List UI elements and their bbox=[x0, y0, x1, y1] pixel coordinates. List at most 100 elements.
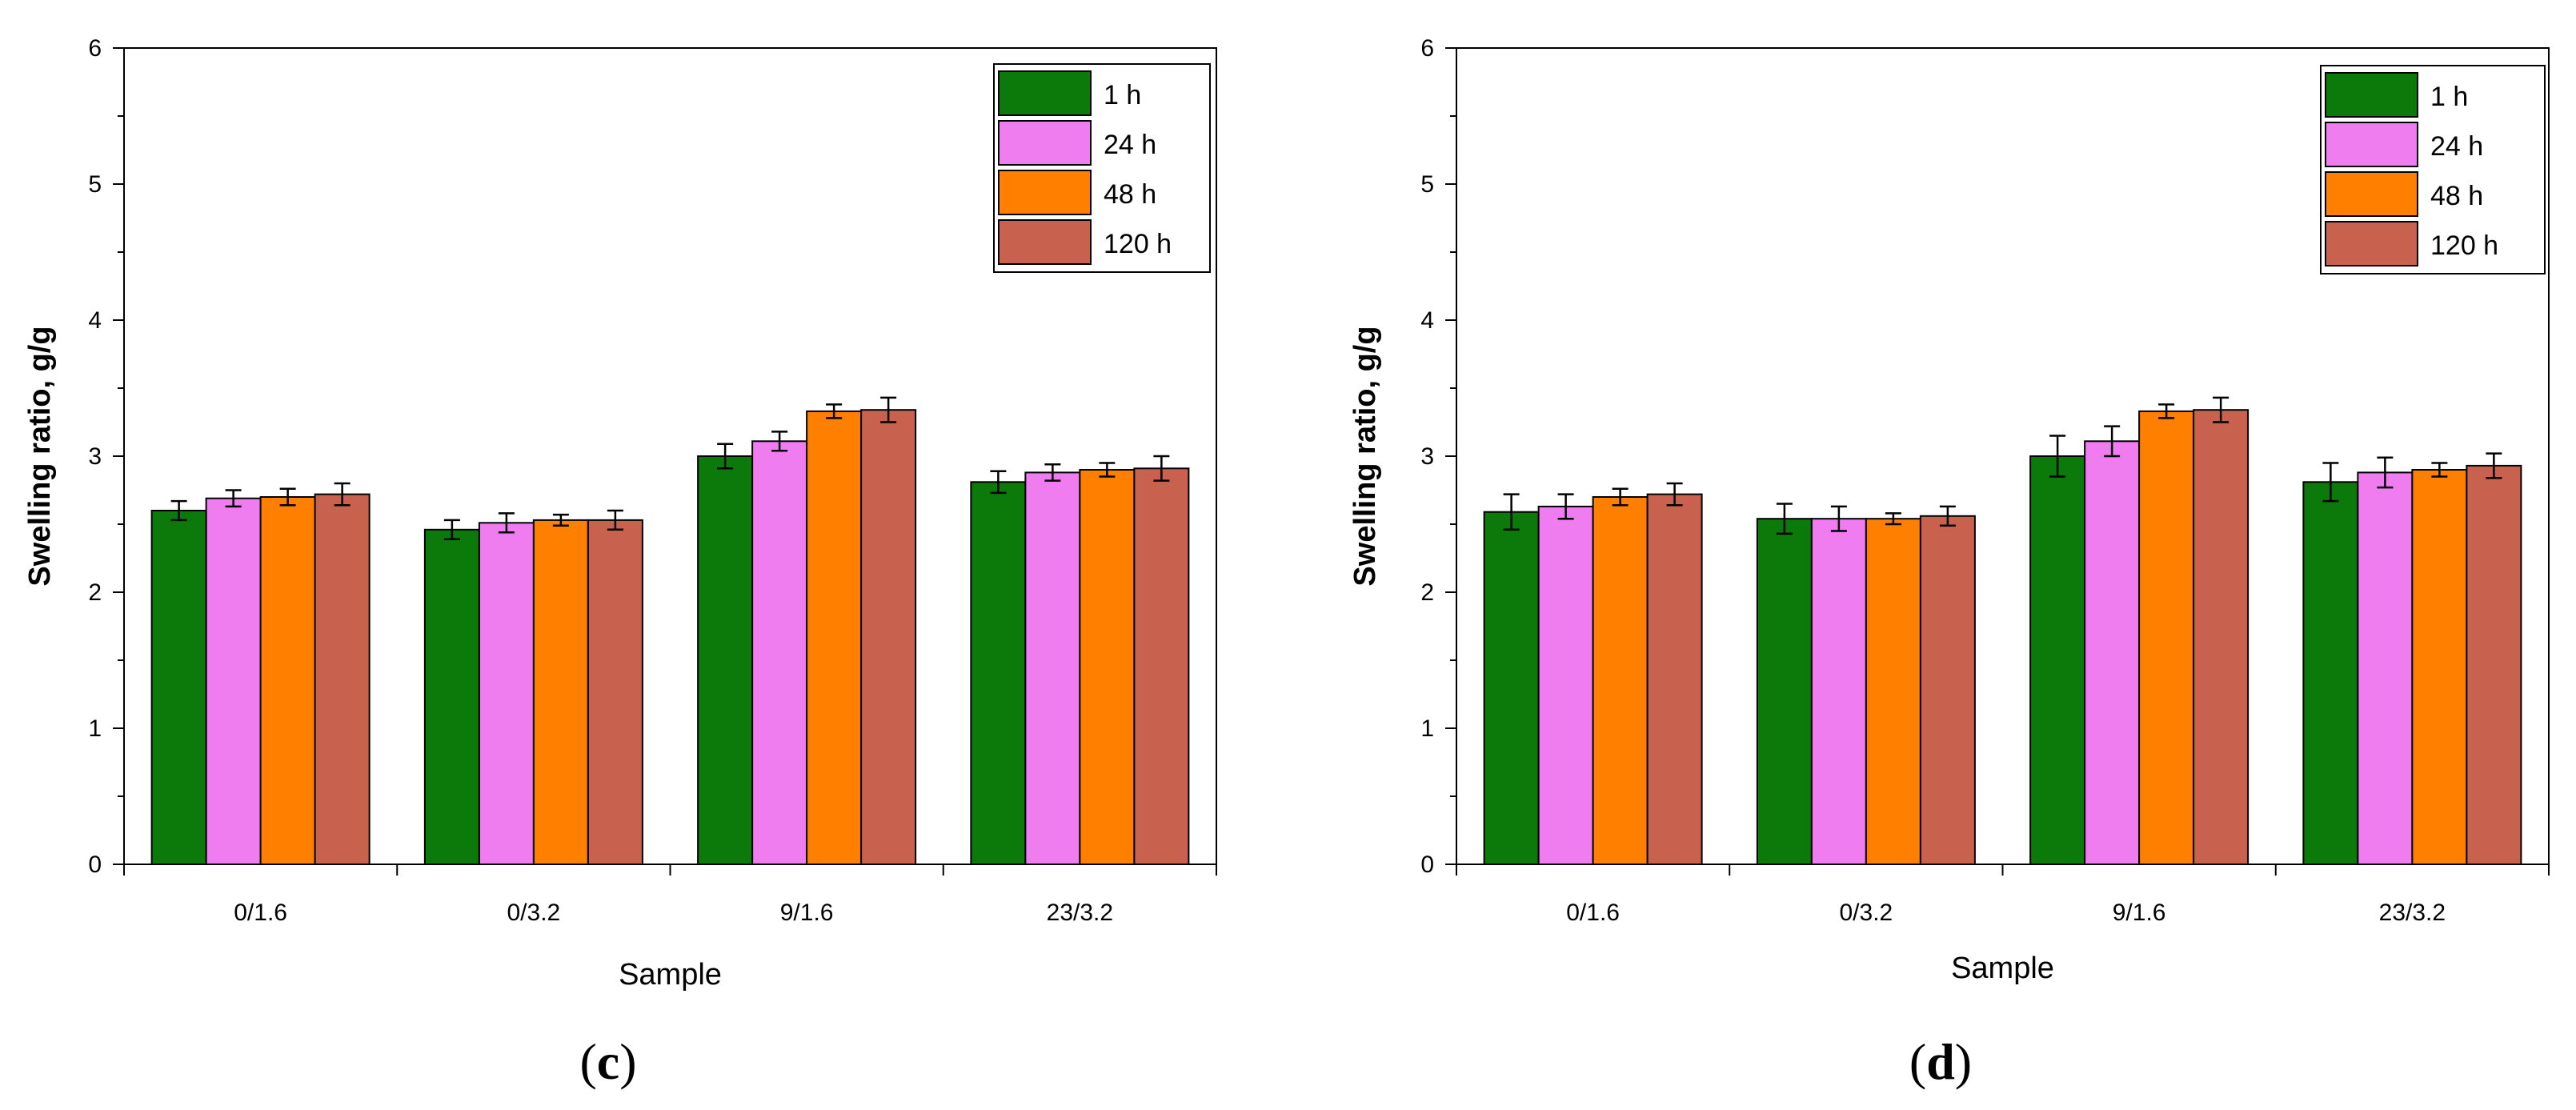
bar-9/1.6-24h bbox=[2084, 440, 2141, 865]
legend-swatch-48h bbox=[998, 170, 1092, 215]
legend-label: 48 h bbox=[1104, 179, 1156, 210]
error-bar-9/1.6-48h bbox=[826, 403, 843, 419]
y-tick-label: 6 bbox=[1420, 35, 1434, 62]
error-bar-0/3.2-120h bbox=[607, 509, 623, 531]
y-axis: 0 1 2 3 4 5 6 bbox=[88, 35, 124, 878]
error-bar-23/3.2-120h bbox=[2486, 452, 2502, 479]
legend-swatch-48h bbox=[2325, 171, 2418, 217]
y-axis-title: Swelling ratio, g/g bbox=[1348, 326, 1382, 586]
error-bar-23/3.2-48h bbox=[1099, 462, 1116, 478]
error-bar-23/3.2-48h bbox=[2431, 462, 2448, 478]
error-bar-0/1.6-120h bbox=[1666, 482, 1683, 507]
error-bar-0/3.2-48h bbox=[1885, 512, 1901, 526]
y-tick-label: 4 bbox=[88, 307, 102, 334]
x-axis: 0/1.6 0/3.2 9/1.6 23/3.2 bbox=[123, 864, 1217, 926]
y-axis-title: Swelling ratio, g/g bbox=[23, 326, 57, 586]
legend-swatch-120h bbox=[2325, 221, 2418, 266]
bar-23/3.2-120h bbox=[2466, 464, 2522, 866]
bar-23/3.2-120h bbox=[1133, 467, 1190, 865]
legend-label: 120 h bbox=[1104, 229, 1172, 259]
error-bar-9/1.6-48h bbox=[2158, 403, 2175, 419]
bar-0/3.2-24h bbox=[1810, 518, 1867, 865]
error-bar-23/3.2-1h bbox=[2322, 462, 2339, 503]
y-tick-label: 5 bbox=[88, 171, 102, 198]
y-tick-label: 3 bbox=[88, 443, 102, 470]
y-tick-label: 0 bbox=[1420, 852, 1434, 878]
panel-label: (d) bbox=[1909, 1033, 1972, 1090]
bar-23/3.2-1h bbox=[970, 481, 1027, 865]
bar-9/1.6-24h bbox=[751, 440, 808, 865]
y-tick-label: 5 bbox=[1420, 171, 1434, 198]
error-bar-23/3.2-24h bbox=[2377, 456, 2394, 489]
x-axis-title: Sample bbox=[619, 958, 722, 992]
bar-0/3.2-48h bbox=[532, 519, 589, 866]
bar-9/1.6-48h bbox=[806, 410, 863, 865]
error-bar-0/3.2-24h bbox=[498, 512, 515, 534]
bar-0/1.6-48h bbox=[1592, 496, 1649, 865]
legend-label: 48 h bbox=[2430, 181, 2483, 211]
error-bar-0/3.2-24h bbox=[1830, 505, 1847, 532]
error-bar-0/3.2-48h bbox=[552, 513, 569, 527]
panel-label: (c) bbox=[579, 1033, 636, 1090]
bar-9/1.6-120h bbox=[2193, 409, 2249, 865]
bar-9/1.6-48h bbox=[2138, 410, 2195, 865]
legend-label: 24 h bbox=[2430, 131, 2483, 162]
bar-9/1.6-1h bbox=[697, 455, 754, 865]
y-tick-label: 2 bbox=[1420, 579, 1434, 606]
bar-0/3.2-1h bbox=[423, 528, 480, 865]
bar-0/3.2-120h bbox=[587, 519, 643, 866]
error-bar-23/3.2-120h bbox=[1153, 455, 1170, 482]
bar-9/1.6-1h bbox=[2029, 455, 2086, 865]
error-bar-0/3.2-1h bbox=[443, 519, 460, 540]
error-bar-9/1.6-24h bbox=[771, 431, 788, 452]
legend-label: 24 h bbox=[1104, 130, 1156, 160]
bars bbox=[150, 396, 1190, 866]
bar-0/1.6-120h bbox=[314, 493, 371, 865]
bars bbox=[1483, 396, 2522, 866]
legend: 1 h 24 h 48 h 120 h bbox=[2320, 65, 2546, 274]
bar-23/3.2-24h bbox=[2357, 471, 2414, 866]
legend: 1 h 24 h 48 h 120 h bbox=[993, 63, 1211, 273]
y-axis: 0 1 2 3 4 5 6 bbox=[1420, 35, 1456, 878]
x-tick-label: 0/3.2 bbox=[507, 900, 561, 926]
legend-label: 1 h bbox=[1104, 80, 1141, 110]
x-axis-title: Sample bbox=[1951, 952, 2054, 985]
error-bar-9/1.6-120h bbox=[880, 396, 897, 423]
bar-23/3.2-48h bbox=[1079, 469, 1136, 865]
legend-swatch-24h bbox=[998, 120, 1092, 166]
x-axis: 0/1.6 0/3.2 9/1.6 23/3.2 bbox=[1456, 864, 2550, 926]
error-bar-9/1.6-1h bbox=[2049, 435, 2066, 478]
bar-9/1.6-120h bbox=[860, 409, 917, 865]
y-tick-label: 0 bbox=[88, 852, 102, 878]
bar-0/1.6-1h bbox=[1483, 511, 1540, 865]
y-tick-label: 3 bbox=[1420, 443, 1434, 470]
y-tick-label: 4 bbox=[1420, 307, 1434, 334]
error-bar-0/1.6-48h bbox=[1612, 487, 1629, 507]
bar-23/3.2-1h bbox=[2302, 481, 2359, 865]
legend-swatch-1h bbox=[2325, 72, 2418, 118]
bar-0/3.2-120h bbox=[1919, 515, 1976, 865]
error-bar-0/1.6-1h bbox=[1503, 493, 1520, 531]
legend-label: 120 h bbox=[2430, 230, 2498, 261]
panel-letter: d bbox=[1926, 1033, 1955, 1090]
error-bar-0/1.6-24h bbox=[225, 489, 242, 508]
y-tick-label: 1 bbox=[88, 715, 102, 742]
bar-0/1.6-120h bbox=[1646, 493, 1703, 865]
error-bar-9/1.6-24h bbox=[2104, 425, 2121, 458]
bar-0/3.2-1h bbox=[1756, 518, 1813, 865]
error-bar-0/3.2-120h bbox=[1939, 505, 1956, 527]
error-bar-0/1.6-24h bbox=[1557, 493, 1574, 520]
y-tick-label: 2 bbox=[88, 579, 102, 606]
legend-swatch-1h bbox=[998, 70, 1092, 116]
y-tick-label: 6 bbox=[88, 35, 102, 62]
x-tick-label: 0/1.6 bbox=[234, 900, 287, 926]
chart-panel-c: 0 1 2 3 4 5 6 0/1.6 0/3.2 9/1.6 23/3.2 Sample Swelli… bbox=[23, 35, 1217, 1090]
bar-0/3.2-48h bbox=[1865, 518, 1921, 865]
error-bar-9/1.6-120h bbox=[2213, 396, 2229, 423]
error-bar-0/1.6-1h bbox=[170, 499, 187, 522]
error-bar-0/1.6-120h bbox=[334, 482, 351, 507]
legend-swatch-24h bbox=[2325, 122, 2418, 167]
x-tick-label: 0/1.6 bbox=[1566, 900, 1620, 926]
bar-0/1.6-24h bbox=[1537, 505, 1594, 866]
x-tick-label: 9/1.6 bbox=[780, 900, 834, 926]
